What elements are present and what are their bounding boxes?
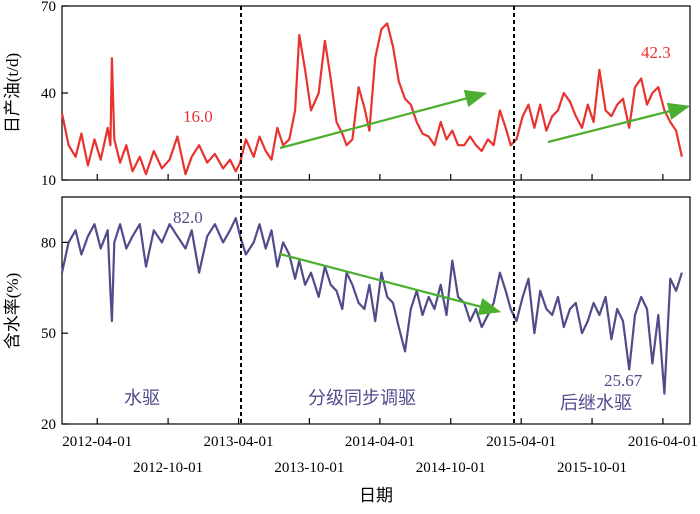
trend-arrow-watercut-phase2 bbox=[279, 252, 502, 316]
phase-label-water-flood: 水驱 bbox=[124, 388, 160, 408]
y-axis-title-oil: 日产油(t/d) bbox=[3, 53, 22, 133]
annotation-82: 82.0 bbox=[173, 208, 203, 227]
x-tick-label-2012-04-01: 2012-04-01 bbox=[62, 434, 132, 450]
y-axis-title-watercut: 含水率(%) bbox=[3, 273, 22, 349]
y-tick-label-watercut-50: 50 bbox=[41, 326, 56, 342]
x-tick-label-2013-04-01: 2013-04-01 bbox=[204, 434, 274, 450]
bottom-panel-frame bbox=[61, 196, 691, 425]
annotation-42-3: 42.3 bbox=[641, 43, 671, 62]
x-tick-label-2013-10-01: 2013-10-01 bbox=[274, 460, 344, 476]
phase-label-subsequent-flood: 后继水驱 bbox=[560, 393, 632, 413]
y-tick-label-watercut-20: 20 bbox=[41, 417, 56, 433]
x-tick-label-2014-04-01: 2014-04-01 bbox=[345, 434, 415, 450]
y-tick-label-oil-40: 40 bbox=[41, 86, 56, 102]
x-tick-label-2014-10-01: 2014-10-01 bbox=[416, 460, 486, 476]
phase-label-profile-control: 分级同步调驱 bbox=[308, 388, 416, 408]
annotation-25-67: 25.67 bbox=[604, 371, 643, 390]
trend-arrow-oil-phase2 bbox=[279, 90, 488, 150]
y-tick-label-oil-70: 70 bbox=[41, 0, 56, 15]
x-axis-title: 日期 bbox=[359, 486, 393, 505]
y-tick-label-oil-10: 10 bbox=[41, 173, 56, 189]
y-tick-label-watercut-80: 80 bbox=[41, 235, 56, 251]
tick-group: 10 40 70 20 50 80 2012-04-01 2013-04-01 2014-04-… bbox=[41, 0, 698, 476]
x-tick-label-2016-04-01: 2016-04-01 bbox=[628, 434, 698, 450]
series-line-daily-oil bbox=[60, 22, 683, 176]
trend-arrow-oil-phase3 bbox=[547, 102, 691, 144]
annotation-16: 16.0 bbox=[183, 107, 213, 126]
x-tick-label-2012-10-01: 2012-10-01 bbox=[133, 460, 203, 476]
series-line-water-cut bbox=[60, 217, 683, 395]
x-tick-label-2015-04-01: 2015-04-01 bbox=[486, 434, 556, 450]
x-tick-label-2015-10-01: 2015-10-01 bbox=[557, 460, 627, 476]
